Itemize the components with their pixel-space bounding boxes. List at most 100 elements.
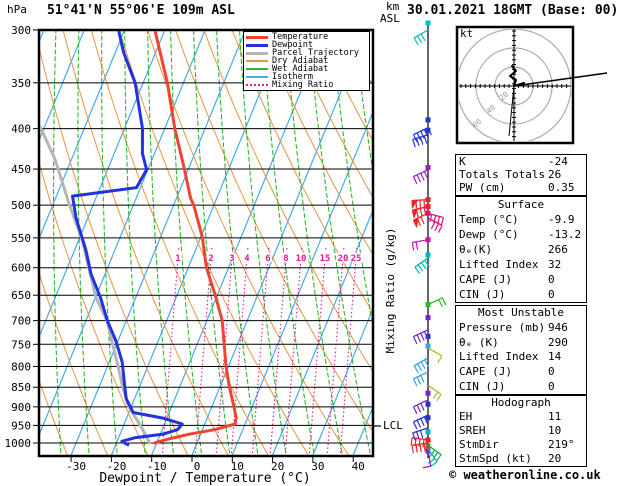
svg-text:30: 30 bbox=[311, 460, 324, 473]
svg-text:850: 850 bbox=[11, 381, 31, 394]
svg-text:550: 550 bbox=[11, 232, 31, 245]
legend-item: Isotherm bbox=[246, 73, 367, 81]
wind-level-marker bbox=[425, 127, 431, 133]
wind-barb bbox=[414, 257, 430, 274]
wind-level-marker bbox=[425, 20, 431, 26]
row-label: StmSpd (kt) bbox=[459, 452, 532, 465]
row-label: Lifted Index bbox=[459, 350, 539, 364]
legend-line-sample bbox=[246, 76, 268, 78]
legend-item-label: Isotherm bbox=[272, 71, 313, 82]
wind-level-marker bbox=[425, 117, 431, 123]
svg-text:2: 2 bbox=[208, 254, 213, 264]
altitude-axis-unit-asl: ASL bbox=[380, 12, 400, 25]
wind-level-marker bbox=[425, 415, 431, 421]
table-row: EH 11 bbox=[459, 411, 583, 423]
wind-barb bbox=[411, 199, 429, 209]
table-header: Surface bbox=[497, 197, 545, 211]
wind-barb bbox=[427, 384, 442, 402]
row-value: -9.9 bbox=[548, 212, 575, 226]
indices-table-most-unstable: Most Unstable Pressure (mb) 946 θₑ (K) 290 Li… bbox=[455, 305, 587, 395]
legend-item-label: Temperature bbox=[272, 31, 329, 42]
table-row: Pressure (mb) 946 bbox=[459, 320, 583, 334]
legend-item: Parcel Trajectory bbox=[246, 49, 367, 57]
row-value: 32 bbox=[548, 257, 562, 271]
svg-text:40: 40 bbox=[352, 460, 365, 473]
wind-barb bbox=[413, 29, 429, 46]
wind-barb bbox=[412, 329, 429, 345]
svg-text:15: 15 bbox=[320, 254, 331, 264]
sounding-traces bbox=[40, 31, 238, 447]
svg-text:500: 500 bbox=[11, 199, 31, 212]
axis-ticks-and-labels: 3003504004505005506006507007508008509009… bbox=[5, 24, 365, 486]
svg-text:600: 600 bbox=[11, 262, 31, 275]
svg-text:-30: -30 bbox=[66, 460, 86, 473]
legend-item: Dry Adiabat bbox=[246, 57, 367, 65]
wind-barb bbox=[422, 450, 432, 469]
legend-item: Wet Adiabat bbox=[246, 65, 367, 73]
wind-barb bbox=[427, 448, 438, 467]
row-value: 14 bbox=[548, 350, 562, 364]
pressure-axis-unit-label: hPa bbox=[7, 3, 27, 16]
row-value: -13.2 bbox=[548, 227, 582, 241]
wind-level-marker bbox=[425, 390, 431, 396]
legend-item-label: Wet Adiabat bbox=[272, 63, 329, 74]
mixing-ratio-lines bbox=[161, 247, 358, 455]
row-label: CAPE (J) bbox=[459, 272, 512, 286]
svg-text:8: 8 bbox=[283, 254, 288, 264]
legend: Temperature Dewpoint Parcel Trajectory Dry … bbox=[243, 31, 370, 91]
row-label: EH bbox=[459, 410, 473, 423]
row-label: θₑ (K) bbox=[459, 335, 499, 349]
wind-barb bbox=[411, 205, 429, 219]
row-value: 0 bbox=[548, 364, 555, 378]
mixing-ratio-value-labels: 1 2 3 4 6 8 10 15 20 25 bbox=[174, 253, 363, 264]
svg-text:-20: -20 bbox=[106, 460, 126, 473]
svg-text:900: 900 bbox=[11, 401, 31, 414]
row-label: StmDir bbox=[459, 438, 499, 451]
table-row: CAPE (J) 0 bbox=[459, 364, 583, 378]
row-label: Dewp (°C) bbox=[459, 227, 519, 241]
svg-text:450: 450 bbox=[11, 163, 31, 176]
wind-level-marker bbox=[425, 333, 431, 339]
wind-level-marker bbox=[425, 165, 431, 171]
table-row: Lifted Index 14 bbox=[459, 351, 583, 363]
legend-item: Dewpoint bbox=[246, 41, 367, 49]
row-label: Totals Totals bbox=[459, 167, 546, 181]
wind-barb bbox=[427, 347, 443, 364]
wind-barb bbox=[412, 133, 429, 148]
svg-text:1000: 1000 bbox=[5, 437, 32, 450]
row-label: PW (cm) bbox=[459, 181, 506, 195]
copyright: © weatheronline.co.uk bbox=[449, 468, 601, 482]
row-value: 0.35 bbox=[548, 181, 575, 195]
row-label: K bbox=[459, 154, 466, 168]
plot-border bbox=[37, 28, 375, 458]
altitude-axis-unit-km: km bbox=[386, 0, 400, 13]
hodograph-border bbox=[455, 25, 575, 145]
table-row: CAPE (J) 0 bbox=[459, 272, 583, 286]
row-label: Lifted Index bbox=[459, 257, 539, 271]
svg-text:25: 25 bbox=[351, 254, 362, 264]
mixing-ratio-axis-label: Mixing Ratio (g/kg) bbox=[384, 227, 397, 354]
row-value: 219° bbox=[548, 438, 575, 451]
indices-table-surface: Surface Temp (°C) -9.9 Dewp (°C) -13.2 θₑ(K) 2… bbox=[455, 196, 587, 303]
table-header: Most Unstable bbox=[477, 306, 565, 320]
svg-text:10: 10 bbox=[296, 254, 307, 264]
svg-text:700: 700 bbox=[11, 315, 31, 328]
wind-barb bbox=[411, 442, 430, 454]
row-label: Pressure (mb) bbox=[459, 320, 546, 334]
row-value: 0 bbox=[548, 272, 555, 286]
svg-text:10: 10 bbox=[231, 460, 244, 473]
table-row: SREH 10 bbox=[459, 425, 583, 437]
legend-line-sample bbox=[246, 84, 268, 86]
table-row: K -24 bbox=[459, 154, 583, 168]
legend-item-label: Dry Adiabat bbox=[272, 55, 329, 66]
table-row: StmDir 219° bbox=[459, 439, 583, 451]
row-value: -24 bbox=[548, 154, 568, 168]
wind-barb bbox=[412, 212, 429, 228]
legend-line-sample bbox=[246, 43, 268, 47]
row-value: 10 bbox=[548, 424, 562, 437]
svg-text:4: 4 bbox=[244, 254, 250, 264]
lcl-label: LCL bbox=[383, 419, 403, 432]
wind-barb-column bbox=[410, 20, 447, 469]
